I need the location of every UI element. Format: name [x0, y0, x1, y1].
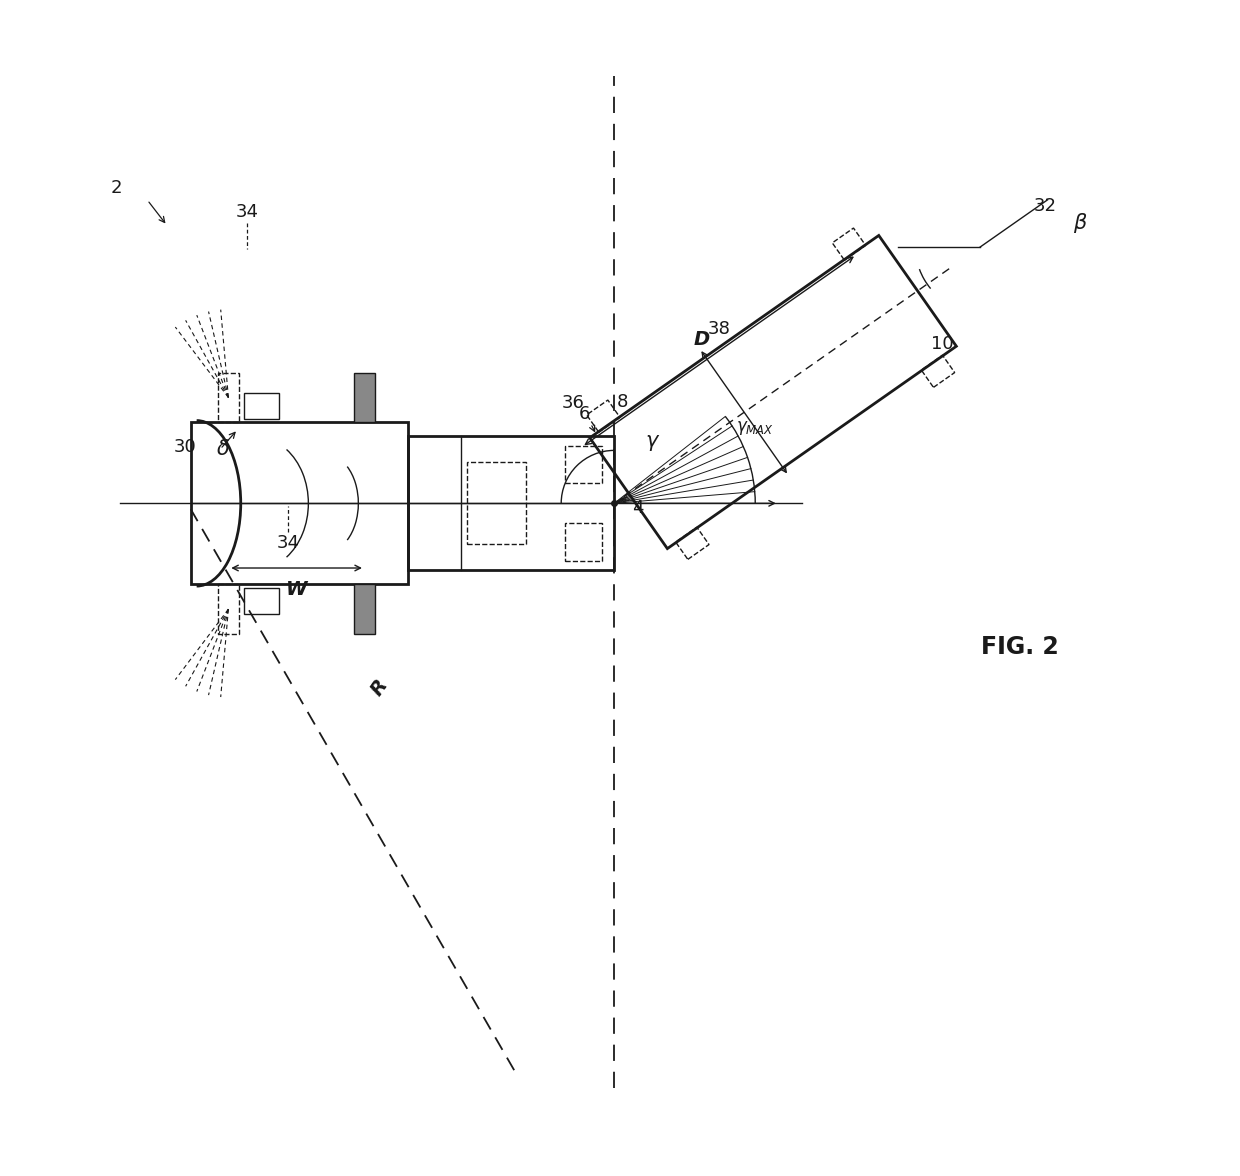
Polygon shape — [355, 584, 376, 634]
Text: 8: 8 — [616, 393, 627, 412]
Text: 32: 32 — [1033, 196, 1056, 215]
Text: D: D — [693, 329, 709, 348]
Text: 34: 34 — [277, 534, 300, 553]
Text: 34: 34 — [236, 202, 259, 221]
Text: 6: 6 — [579, 405, 590, 423]
Text: FIG. 2: FIG. 2 — [981, 635, 1059, 659]
Text: $\gamma$: $\gamma$ — [645, 433, 661, 454]
Text: 2: 2 — [110, 179, 123, 198]
Text: $\beta$: $\beta$ — [1073, 212, 1087, 235]
Text: W: W — [286, 580, 308, 599]
Text: R: R — [367, 676, 391, 700]
Text: 10: 10 — [931, 335, 954, 353]
Text: 36: 36 — [562, 394, 585, 413]
Text: 38: 38 — [708, 320, 730, 339]
Text: $\gamma_{MAX}$: $\gamma_{MAX}$ — [737, 419, 774, 436]
Text: $\delta$: $\delta$ — [216, 439, 229, 460]
Polygon shape — [355, 373, 376, 422]
Text: 4: 4 — [632, 499, 644, 517]
Text: 30: 30 — [174, 437, 196, 456]
